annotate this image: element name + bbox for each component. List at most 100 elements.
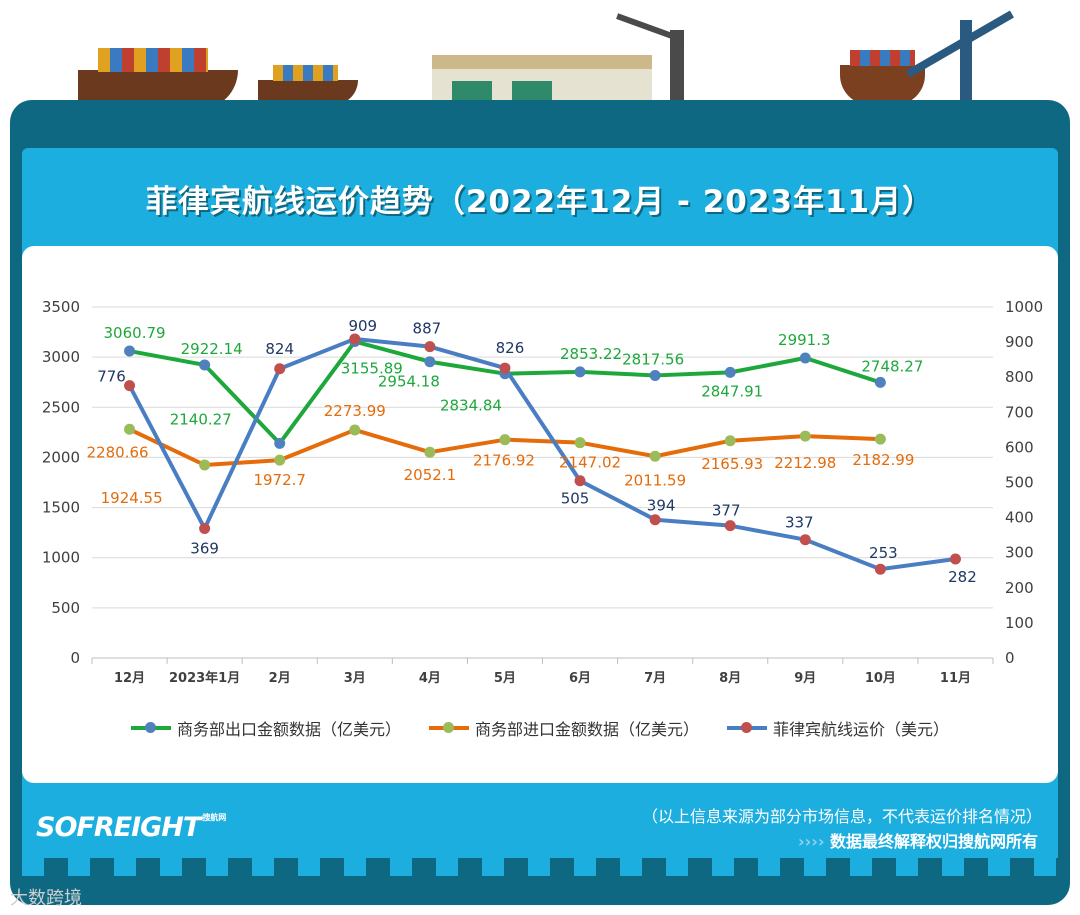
data-label-freight: 887 <box>413 320 442 338</box>
data-point-freight <box>649 514 661 526</box>
x-tick-label: 10月 <box>865 671 896 686</box>
y-right-tick-label: 300 <box>1005 544 1034 562</box>
x-tick-label: 11月 <box>940 671 971 686</box>
data-point-freight <box>724 520 736 532</box>
data-label-imports: 2165.93 <box>701 455 763 473</box>
data-point-imports <box>574 437 586 449</box>
data-point-imports <box>874 433 886 445</box>
legend-item-imports: 商务部进口金额数据（亿美元） <box>428 716 699 740</box>
y-right-tick-label: 900 <box>1005 333 1034 351</box>
data-label-exports: 2834.84 <box>440 397 502 415</box>
y-right-tick-label: 100 <box>1005 614 1034 632</box>
crane-illustration <box>615 10 695 105</box>
data-point-freight <box>349 333 361 345</box>
logo-subtext: 搜航网 <box>202 813 227 822</box>
data-point-imports <box>199 459 211 471</box>
y-left-tick-label: 1500 <box>42 499 80 517</box>
data-point-imports <box>649 450 661 462</box>
data-point-exports <box>199 359 211 371</box>
data-label-imports: 2273.99 <box>324 402 386 420</box>
chart-title: 菲律宾航线运价趋势（2022年12月 - 2023年11月） <box>145 184 935 220</box>
data-label-freight: 282 <box>948 568 977 586</box>
legend-swatch <box>428 722 469 733</box>
data-label-exports: 3060.79 <box>104 324 166 342</box>
y-right-tick-label: 500 <box>1005 474 1034 492</box>
data-label-imports: 2182.99 <box>852 451 914 469</box>
x-tick-label: 12月 <box>114 671 145 686</box>
x-tick-label: 6月 <box>569 671 591 686</box>
data-label-exports: 2991.3 <box>778 331 831 349</box>
x-tick-label: 2023年1月 <box>169 670 240 686</box>
data-label-exports: 2853.22 <box>560 345 622 363</box>
data-point-imports <box>499 434 511 446</box>
data-point-freight <box>199 522 211 534</box>
watermark: 大数跨境 <box>10 888 82 909</box>
y-right-tick-label: 1000 <box>1005 298 1043 316</box>
y-left-tick-label: 3000 <box>42 348 80 366</box>
data-label-freight: 253 <box>869 544 898 562</box>
rights-text: 数据最终解释权归搜航网所有 <box>829 832 1038 851</box>
x-tick-label: 4月 <box>419 671 441 686</box>
y-left-tick-label: 0 <box>70 649 80 667</box>
data-point-exports <box>574 366 586 378</box>
y-left-tick-label: 3500 <box>42 298 80 316</box>
y-right-tick-label: 200 <box>1005 579 1034 597</box>
rights-note: ›››› 数据最终解释权归搜航网所有 <box>798 828 1038 852</box>
data-label-freight: 826 <box>496 339 525 357</box>
legend-label: 菲律宾航线运价（美元） <box>773 720 950 739</box>
data-point-freight <box>874 563 886 575</box>
data-point-exports <box>649 369 661 381</box>
data-label-freight: 824 <box>265 340 294 358</box>
y-right-tick-label: 800 <box>1005 368 1034 386</box>
legend-item-freight: 菲律宾航线运价（美元） <box>727 716 949 740</box>
data-point-freight <box>799 534 811 546</box>
data-label-exports: 2748.27 <box>861 357 923 375</box>
data-label-freight: 776 <box>97 368 126 386</box>
y-left-tick-label: 2000 <box>42 448 80 466</box>
legend-label: 商务部进口金额数据（亿美元） <box>474 720 699 739</box>
y-left-tick-label: 500 <box>51 599 80 617</box>
data-point-exports <box>724 366 736 378</box>
data-label-freight: 337 <box>785 514 814 532</box>
data-point-imports <box>799 430 811 442</box>
chevrons-icon: ›››› <box>798 832 825 851</box>
data-point-freight <box>499 362 511 374</box>
legend-label: 商务部出口金额数据（亿美元） <box>176 720 401 739</box>
x-tick-label: 5月 <box>494 671 516 686</box>
y-right-tick-label: 600 <box>1005 438 1034 456</box>
data-point-exports <box>424 356 436 368</box>
source-note: （以上信息来源为部分市场信息，不代表运价排名情况） <box>641 807 1042 826</box>
data-label-exports: 3155.89 <box>341 360 403 378</box>
warehouse-illustration <box>432 55 652 103</box>
data-label-imports: 2147.02 <box>559 454 621 472</box>
data-label-imports: 2280.66 <box>87 443 149 461</box>
logo-text: SOFREIGHT <box>36 812 201 843</box>
data-label-freight: 369 <box>190 539 219 557</box>
data-label-freight: 505 <box>561 490 590 508</box>
data-point-imports <box>274 454 286 466</box>
scalloped-border <box>22 858 1058 876</box>
legend-swatch <box>130 722 171 733</box>
data-point-exports <box>874 376 886 388</box>
data-point-freight <box>124 380 136 392</box>
data-point-freight <box>274 363 286 375</box>
x-tick-label: 8月 <box>719 671 741 686</box>
data-label-imports: 1924.55 <box>101 489 163 507</box>
data-point-freight <box>949 553 961 565</box>
legend-item-exports: 商务部出口金额数据（亿美元） <box>130 716 401 740</box>
data-label-imports: 2011.59 <box>624 471 686 489</box>
legend-swatch <box>727 722 767 733</box>
chart-legend: 商务部出口金额数据（亿美元） 商务部进口金额数据（亿美元） 菲律宾航线运价（美元… <box>0 716 1080 740</box>
data-label-imports: 2212.98 <box>774 454 836 472</box>
y-right-tick-label: 400 <box>1005 509 1034 527</box>
data-point-freight <box>574 475 586 487</box>
data-point-imports <box>124 423 136 435</box>
data-point-exports <box>274 437 286 449</box>
x-tick-label: 2月 <box>269 671 291 686</box>
x-tick-label: 7月 <box>644 671 666 686</box>
data-label-exports: 2922.14 <box>181 340 243 358</box>
data-label-imports: 2052.1 <box>404 466 457 484</box>
series-line-freight <box>127 336 956 572</box>
data-label-exports: 2954.18 <box>378 373 440 391</box>
